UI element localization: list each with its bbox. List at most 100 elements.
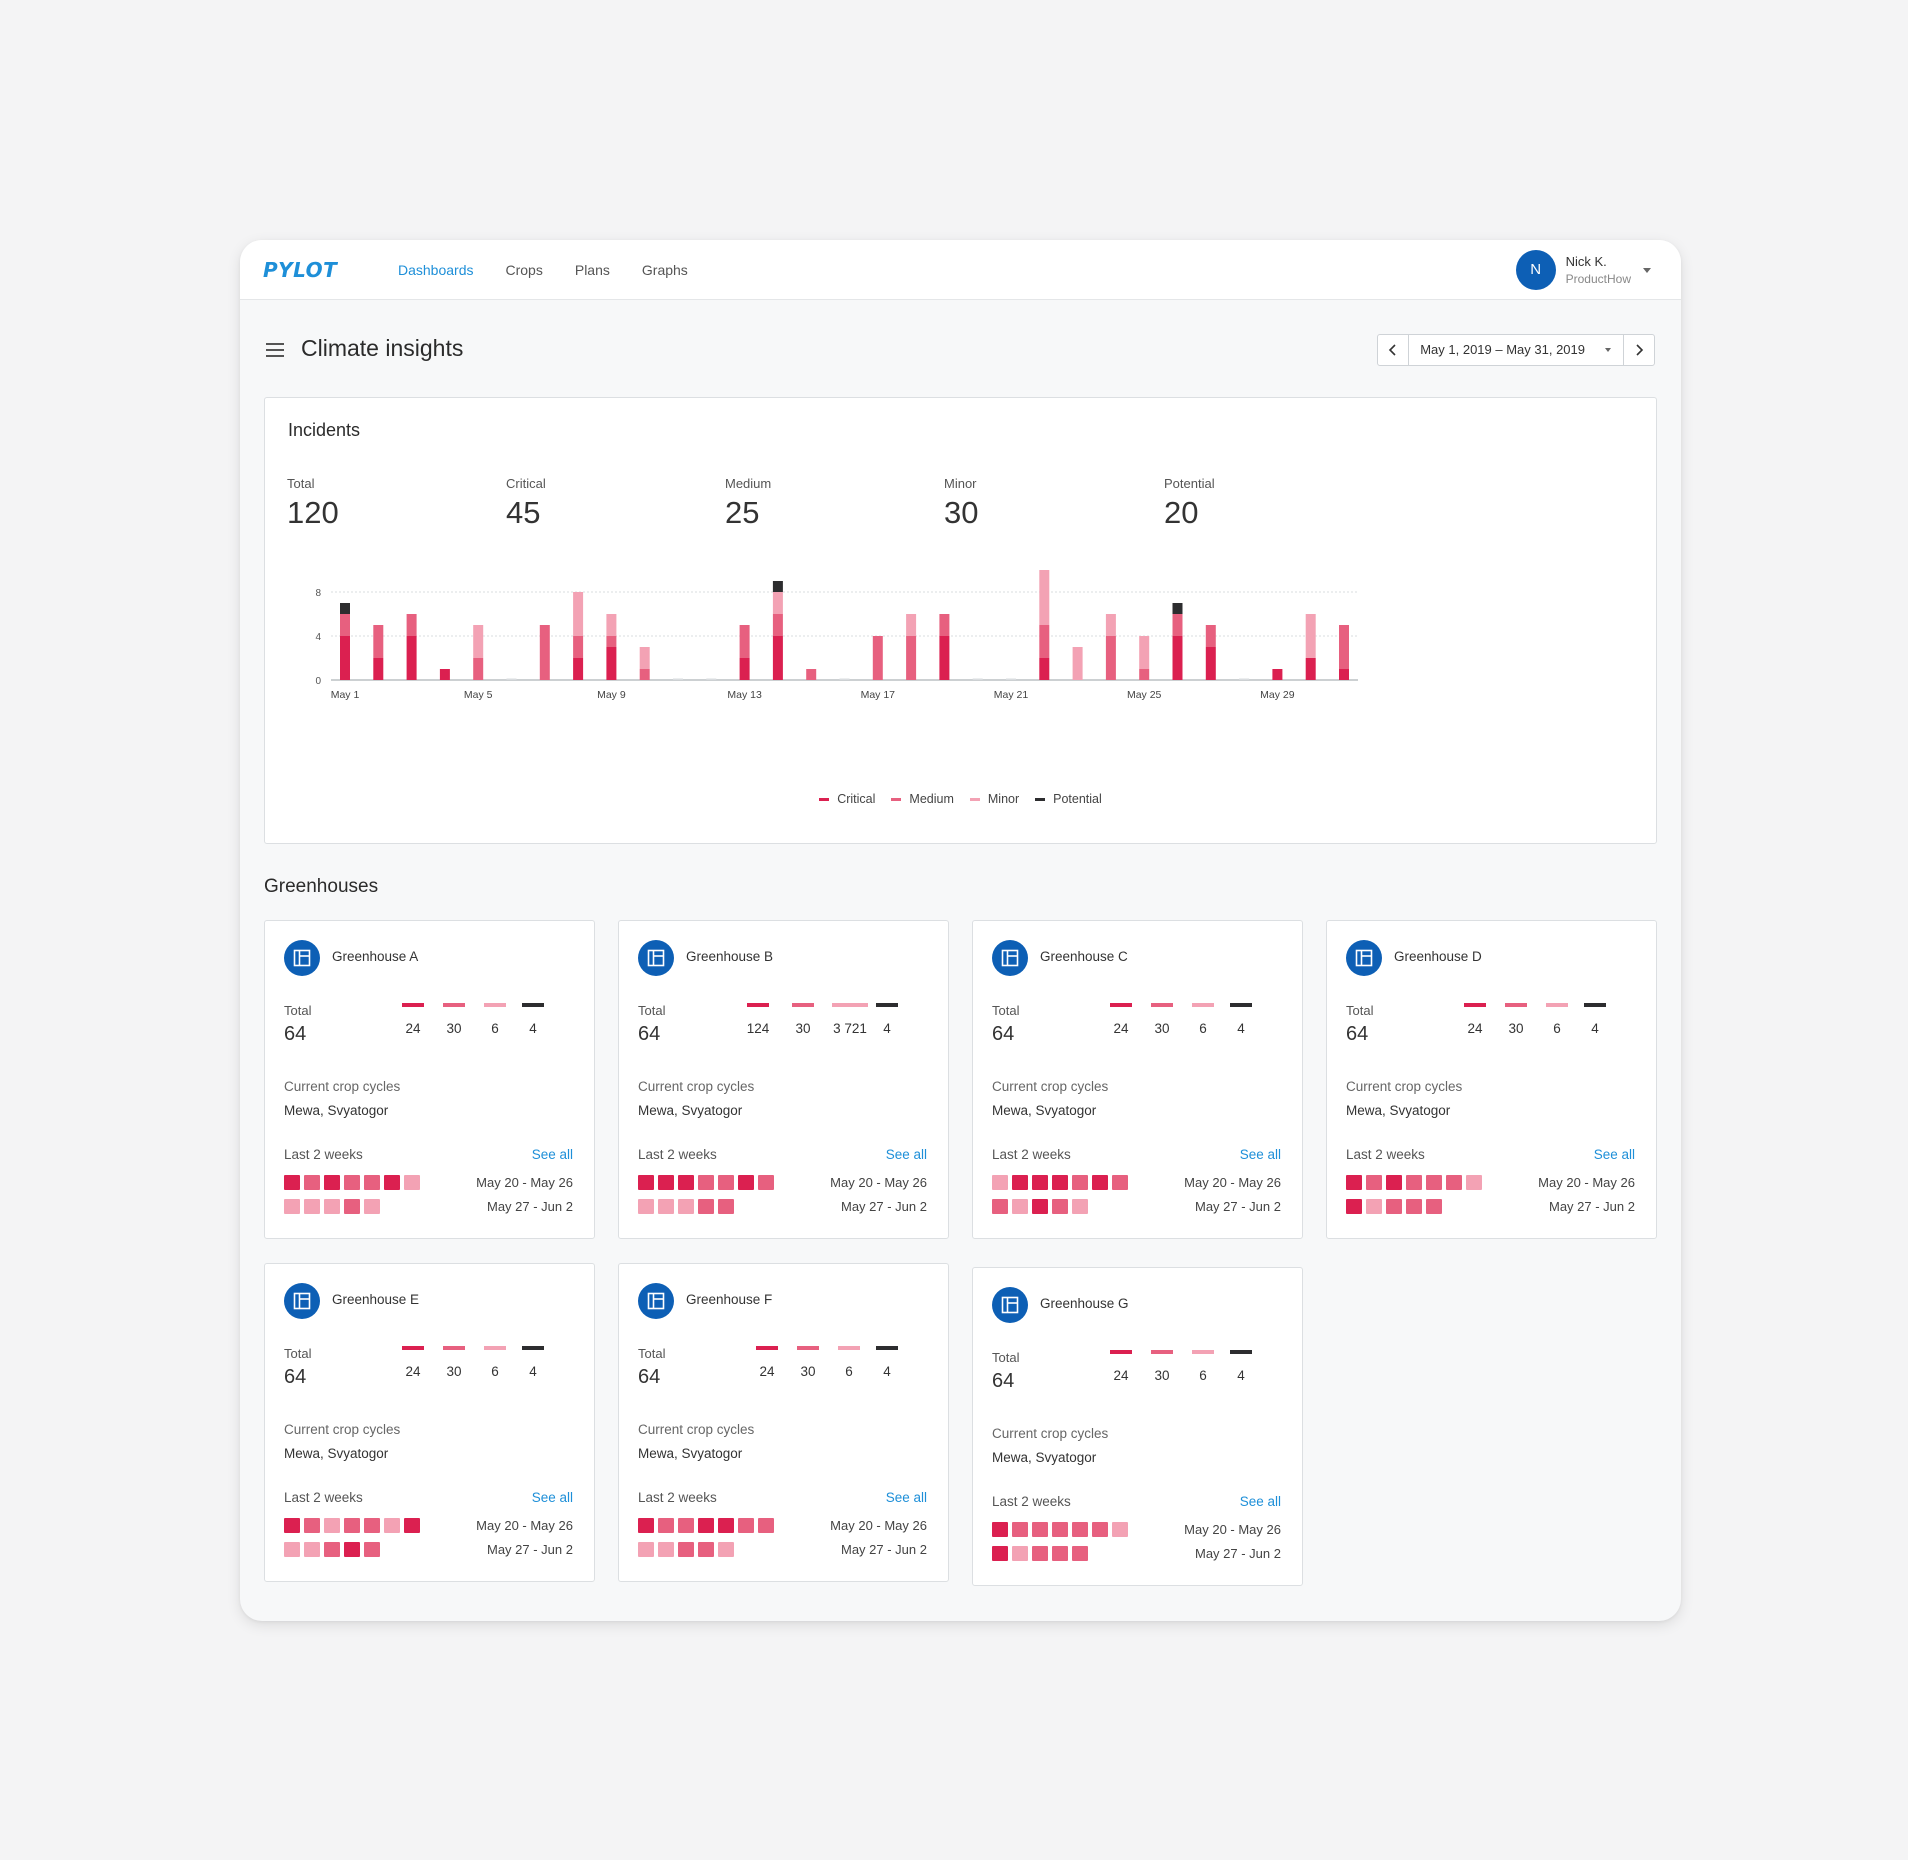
day-square[interactable] <box>1346 1199 1362 1214</box>
day-square[interactable] <box>1426 1175 1442 1190</box>
greenhouse-name[interactable]: Greenhouse E <box>332 1292 420 1307</box>
day-square[interactable] <box>658 1518 674 1533</box>
day-square[interactable] <box>324 1518 340 1533</box>
day-square[interactable] <box>404 1175 420 1190</box>
day-square[interactable] <box>678 1542 694 1557</box>
day-square[interactable] <box>344 1518 360 1533</box>
greenhouse-name[interactable]: Greenhouse G <box>1040 1296 1129 1311</box>
day-square[interactable] <box>1052 1199 1068 1214</box>
day-square[interactable] <box>1032 1546 1048 1561</box>
day-square[interactable] <box>758 1175 774 1190</box>
day-square[interactable] <box>1406 1199 1422 1214</box>
day-square[interactable] <box>718 1199 734 1214</box>
day-square[interactable] <box>698 1175 714 1190</box>
greenhouse-name[interactable]: Greenhouse B <box>686 949 774 964</box>
day-square[interactable] <box>1112 1522 1128 1537</box>
greenhouse-name[interactable]: Greenhouse F <box>686 1292 773 1307</box>
nav-plans[interactable]: Plans <box>574 262 610 278</box>
see-all-link[interactable]: See all <box>1239 1494 1281 1509</box>
see-all-link[interactable]: See all <box>531 1490 573 1505</box>
day-square[interactable] <box>738 1175 754 1190</box>
day-square[interactable] <box>658 1199 674 1214</box>
day-square[interactable] <box>678 1175 694 1190</box>
day-square[interactable] <box>698 1199 714 1214</box>
day-square[interactable] <box>364 1542 380 1557</box>
day-square[interactable] <box>384 1518 400 1533</box>
day-square[interactable] <box>1092 1522 1108 1537</box>
day-square[interactable] <box>404 1518 420 1533</box>
see-all-link[interactable]: See all <box>531 1147 573 1162</box>
greenhouse-card-c[interactable]: Greenhouse C Total 64 24 30 6 4 Current crop cy… <box>972 920 1303 1239</box>
day-square[interactable] <box>992 1199 1008 1214</box>
day-square[interactable] <box>1406 1175 1422 1190</box>
day-square[interactable] <box>718 1175 734 1190</box>
day-square[interactable] <box>1072 1199 1088 1214</box>
day-square[interactable] <box>1012 1522 1028 1537</box>
day-square[interactable] <box>1446 1175 1462 1190</box>
day-square[interactable] <box>1052 1546 1068 1561</box>
greenhouse-card-f[interactable]: Greenhouse F Total 64 24 30 6 4 Current crop cy… <box>618 1263 949 1582</box>
day-square[interactable] <box>638 1542 654 1557</box>
day-square[interactable] <box>1466 1175 1482 1190</box>
day-square[interactable] <box>344 1175 360 1190</box>
date-range-select[interactable]: May 1, 2019 – May 31, 2019 <box>1409 335 1623 365</box>
legend-potential[interactable]: Potential <box>1035 792 1102 806</box>
caret-down-icon[interactable] <box>1643 267 1651 273</box>
see-all-link[interactable]: See all <box>1239 1147 1281 1162</box>
day-square[interactable] <box>698 1518 714 1533</box>
day-square[interactable] <box>658 1175 674 1190</box>
nav-crops[interactable]: Crops <box>505 262 543 278</box>
day-square[interactable] <box>992 1175 1008 1190</box>
avatar[interactable]: N <box>1515 250 1556 290</box>
day-square[interactable] <box>1346 1175 1362 1190</box>
day-square[interactable] <box>1012 1546 1028 1561</box>
day-square[interactable] <box>1386 1199 1402 1214</box>
day-square[interactable] <box>324 1199 340 1214</box>
legend-critical[interactable]: Critical <box>819 792 875 806</box>
legend-medium[interactable]: Medium <box>891 792 954 806</box>
day-square[interactable] <box>992 1546 1008 1561</box>
greenhouse-card-e[interactable]: Greenhouse E Total 64 24 30 6 4 Current crop cy… <box>264 1263 595 1582</box>
pylot-logo[interactable]: PYLOT <box>263 258 338 282</box>
day-square[interactable] <box>1366 1175 1382 1190</box>
day-square[interactable] <box>658 1542 674 1557</box>
greenhouse-name[interactable]: Greenhouse D <box>1394 949 1482 964</box>
day-square[interactable] <box>364 1199 380 1214</box>
day-square[interactable] <box>1012 1199 1028 1214</box>
day-square[interactable] <box>718 1518 734 1533</box>
greenhouse-card-d[interactable]: Greenhouse D Total 64 24 30 6 4 Current crop cy… <box>1326 920 1657 1239</box>
day-square[interactable] <box>678 1518 694 1533</box>
day-square[interactable] <box>384 1175 400 1190</box>
greenhouse-card-a[interactable]: Greenhouse A Total 64 24 30 6 4 Current crop cy… <box>264 920 595 1239</box>
day-square[interactable] <box>1386 1175 1402 1190</box>
day-square[interactable] <box>284 1199 300 1214</box>
day-square[interactable] <box>992 1522 1008 1537</box>
day-square[interactable] <box>284 1175 300 1190</box>
day-square[interactable] <box>1112 1175 1128 1190</box>
day-square[interactable] <box>304 1199 320 1214</box>
day-square[interactable] <box>678 1199 694 1214</box>
day-square[interactable] <box>324 1542 340 1557</box>
day-square[interactable] <box>324 1175 340 1190</box>
day-square[interactable] <box>638 1175 654 1190</box>
legend-minor[interactable]: Minor <box>969 792 1019 806</box>
day-square[interactable] <box>1012 1175 1028 1190</box>
day-square[interactable] <box>344 1199 360 1214</box>
day-square[interactable] <box>364 1518 380 1533</box>
see-all-link[interactable]: See all <box>885 1147 927 1162</box>
greenhouse-name[interactable]: Greenhouse C <box>1040 949 1128 964</box>
nav-graphs[interactable]: Graphs <box>641 262 688 278</box>
day-square[interactable] <box>1072 1522 1088 1537</box>
day-square[interactable] <box>1052 1175 1068 1190</box>
day-square[interactable] <box>1032 1175 1048 1190</box>
greenhouse-card-b[interactable]: Greenhouse B Total 64 124 30 3 721 4 Current cr… <box>618 920 949 1239</box>
day-square[interactable] <box>304 1175 320 1190</box>
day-square[interactable] <box>1092 1175 1108 1190</box>
day-square[interactable] <box>1072 1175 1088 1190</box>
previous-period-button[interactable] <box>1378 335 1410 365</box>
day-square[interactable] <box>364 1175 380 1190</box>
hamburger-menu-icon[interactable] <box>266 343 284 357</box>
day-square[interactable] <box>1072 1546 1088 1561</box>
greenhouse-card-g[interactable]: Greenhouse G Total 64 24 30 6 4 Current crop cy… <box>972 1267 1303 1586</box>
next-period-button[interactable] <box>1623 335 1654 365</box>
